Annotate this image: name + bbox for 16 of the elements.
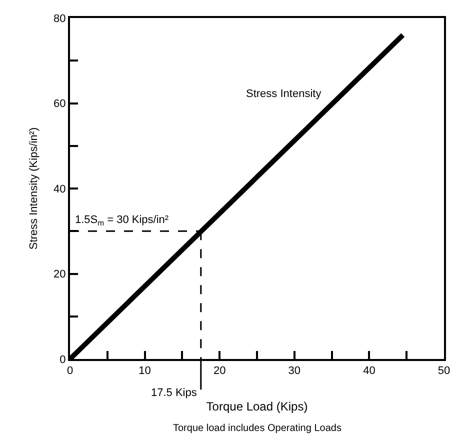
y-tick-label: 60 <box>54 98 66 110</box>
x-tick-label: 50 <box>438 365 450 378</box>
y-axis-title: Stress Intensity (Kips/in²) <box>28 127 40 250</box>
x-axis-title: Torque Load (Kips) <box>206 400 308 414</box>
x-tick-label: 30 <box>288 365 301 378</box>
y-tick-label: 20 <box>54 268 66 281</box>
x-tick-label: 10 <box>138 365 151 378</box>
ref-line-label: 17.5 Kips <box>151 387 198 399</box>
x-tick-label: 40 <box>363 365 376 378</box>
y-tick-label: 80 <box>54 12 66 25</box>
y-tick-label: 0 <box>60 354 66 366</box>
x-tick-label: 20 <box>213 365 226 378</box>
text: Torque load includes Operating Loads <box>173 423 342 434</box>
series-label: Stress Intensity <box>246 88 322 100</box>
y-tick-label: 40 <box>54 183 66 196</box>
ref-line-label: 1.5S$_{m}$ = 30 Kips/in² <box>75 214 169 228</box>
